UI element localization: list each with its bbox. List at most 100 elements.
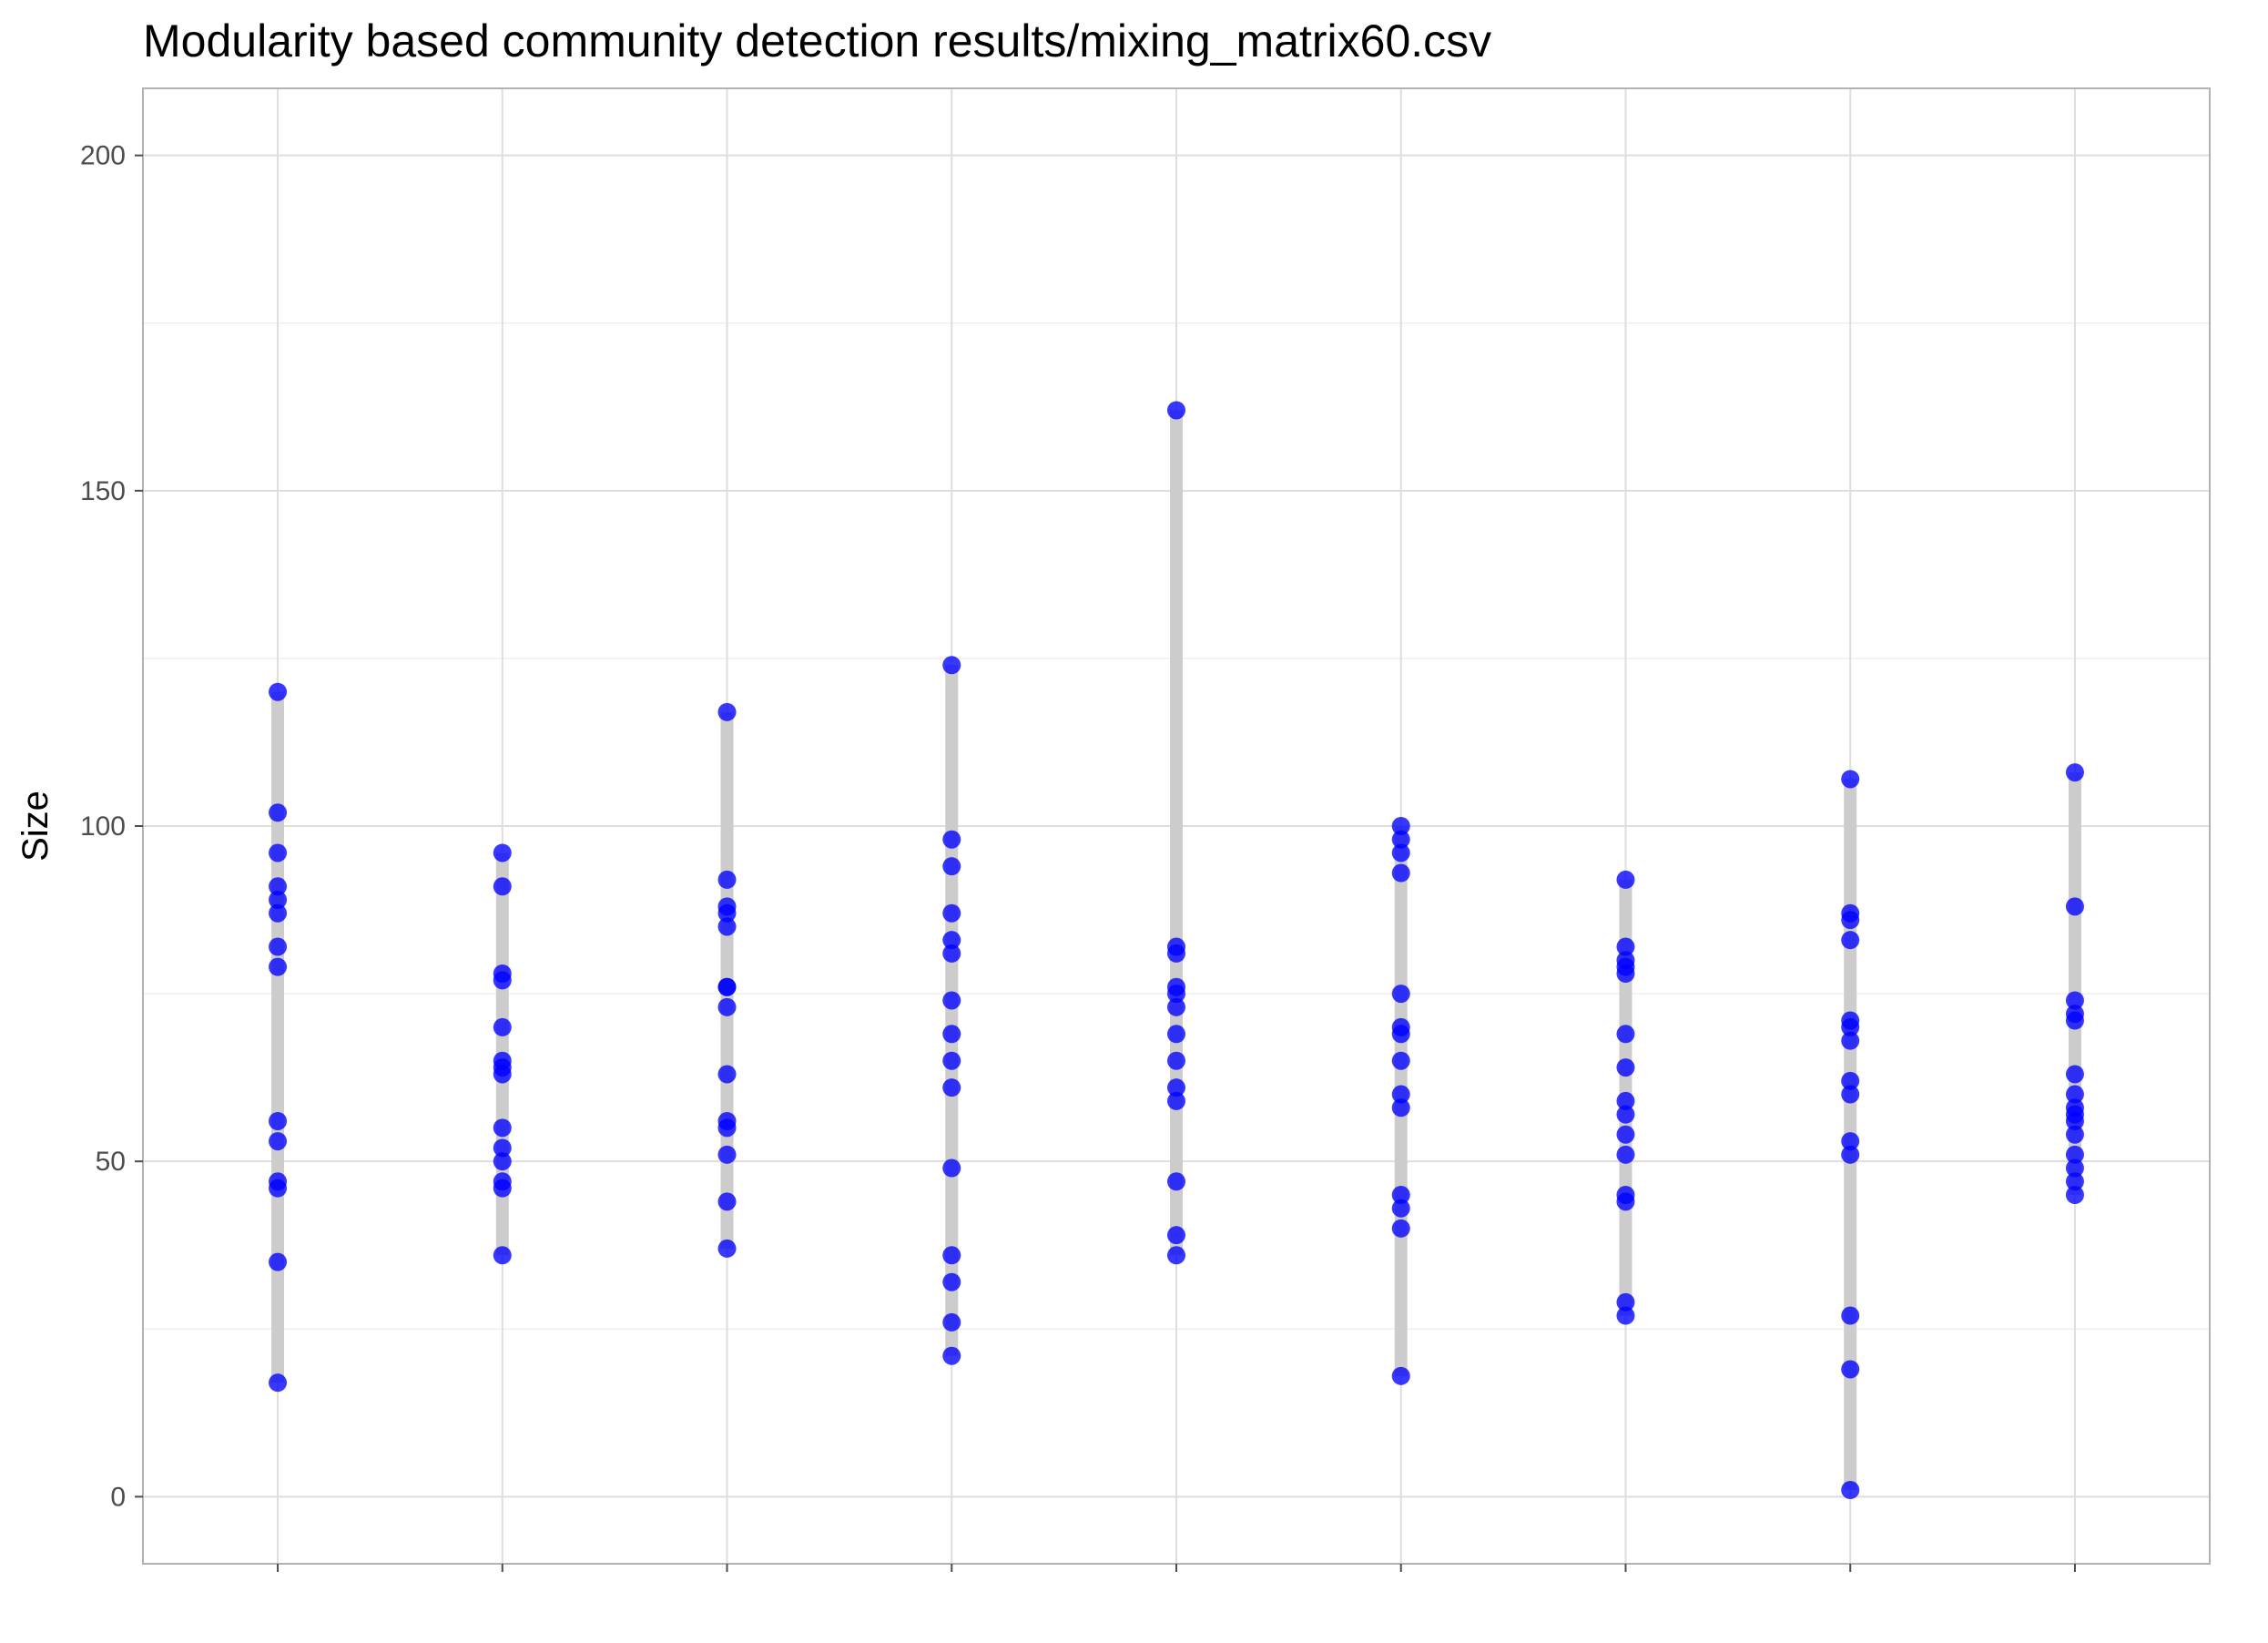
y-axis-label: Size <box>15 791 56 862</box>
data-point <box>717 1239 737 1258</box>
data-point <box>1167 997 1185 1016</box>
data-point <box>942 1312 961 1332</box>
data-point <box>269 877 288 896</box>
y-tick-label: 50 <box>96 1147 126 1177</box>
data-point <box>1841 770 1860 789</box>
data-point <box>1616 1145 1635 1164</box>
data-point <box>2065 763 2084 782</box>
data-point <box>942 944 961 963</box>
data-point <box>493 1017 512 1036</box>
data-point <box>1167 1226 1185 1245</box>
data-point <box>269 1179 288 1198</box>
data-point <box>1841 911 1860 930</box>
data-point <box>2065 1158 2084 1178</box>
data-point <box>269 1373 288 1393</box>
data-point <box>269 891 288 909</box>
data-point <box>2065 1011 2084 1030</box>
data-point <box>942 830 961 849</box>
data-point <box>942 656 961 675</box>
data-point <box>493 1179 512 1198</box>
data-point <box>1841 1145 1860 1164</box>
data-point <box>1841 931 1860 950</box>
data-point <box>493 843 512 862</box>
y-tick-label: 100 <box>80 811 126 842</box>
data-point <box>717 702 737 721</box>
data-point <box>1841 1071 1860 1090</box>
data-point <box>493 1065 512 1084</box>
data-point <box>1616 1091 1635 1110</box>
chart-title: Modularity based community detection res… <box>143 15 1491 66</box>
data-point <box>942 1272 961 1291</box>
data-point <box>1167 944 1185 963</box>
data-point <box>717 977 737 996</box>
data-point <box>717 1192 737 1211</box>
data-point <box>1391 985 1410 1004</box>
data-point <box>1841 1306 1860 1325</box>
data-point <box>717 1065 737 1084</box>
data-point <box>1391 1085 1410 1104</box>
data-point <box>942 991 961 1010</box>
data-point <box>1841 1017 1860 1036</box>
data-point <box>1616 1058 1635 1077</box>
data-point <box>942 1051 961 1070</box>
data-point <box>269 803 288 822</box>
data-point <box>1616 1192 1635 1211</box>
data-point <box>1167 1091 1185 1110</box>
data-point <box>2065 1145 2084 1164</box>
data-point <box>942 1346 961 1365</box>
data-point <box>942 1078 961 1097</box>
data-point <box>942 1158 961 1178</box>
data-point <box>1841 1132 1860 1151</box>
data-point <box>1616 1306 1635 1325</box>
data-point <box>1391 1098 1410 1117</box>
data-point <box>1167 985 1185 1004</box>
data-point <box>493 1152 512 1171</box>
y-tick-label: 0 <box>110 1482 126 1512</box>
data-point <box>269 957 288 976</box>
data-point <box>1391 843 1410 862</box>
data-point <box>269 1132 288 1151</box>
data-point <box>942 903 961 923</box>
data-points <box>269 401 2084 1499</box>
data-point <box>717 917 737 936</box>
data-point <box>493 1246 512 1265</box>
data-point <box>493 1138 512 1158</box>
data-point <box>717 1118 737 1138</box>
data-point <box>2065 1112 2084 1130</box>
data-point <box>1391 817 1410 835</box>
data-point <box>942 857 961 876</box>
data-point <box>1391 1025 1410 1044</box>
data-point <box>1616 1025 1635 1044</box>
data-point <box>2065 1172 2084 1191</box>
data-point <box>1167 1051 1185 1070</box>
data-point <box>1616 937 1635 956</box>
data-point <box>2065 991 2084 1010</box>
data-point <box>1616 870 1635 889</box>
data-point <box>1391 863 1410 883</box>
data-point <box>269 903 288 923</box>
data-point <box>1391 830 1410 849</box>
data-point <box>1841 1481 1860 1499</box>
data-point <box>1167 1025 1185 1044</box>
y-tick-label: 150 <box>80 476 126 506</box>
data-point <box>1167 1246 1185 1265</box>
data-point <box>269 843 288 862</box>
data-point <box>717 1145 737 1164</box>
data-point <box>1616 1105 1635 1124</box>
data-point <box>1391 1366 1410 1385</box>
data-point <box>1616 1292 1635 1311</box>
data-point <box>269 1112 288 1130</box>
data-point <box>2065 1085 2084 1104</box>
axes: 0 50 100 150 200 <box>80 141 2076 1572</box>
data-point <box>1391 1186 1410 1204</box>
data-point <box>269 1252 288 1271</box>
data-point <box>2065 897 2084 916</box>
data-point <box>1167 1172 1185 1191</box>
data-point <box>1841 1085 1860 1104</box>
data-point <box>942 1025 961 1044</box>
data-point <box>1391 1219 1410 1238</box>
data-point <box>717 870 737 889</box>
data-point <box>2065 1125 2084 1144</box>
data-point <box>493 1118 512 1138</box>
